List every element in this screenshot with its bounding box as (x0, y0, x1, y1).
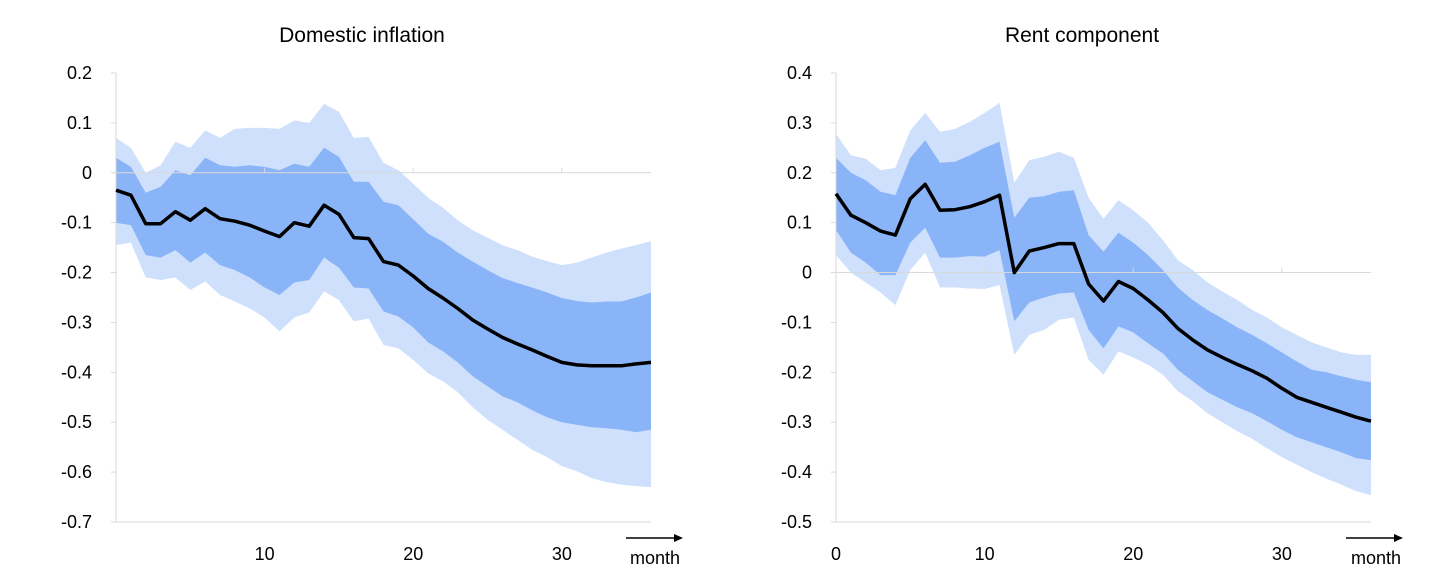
y-tick-label: 0.2 (67, 63, 92, 83)
x-axis-label: month (630, 548, 680, 568)
median-series-line (115, 188, 652, 368)
chart-title: Rent component (1005, 24, 1159, 47)
y-tick-label: -0.6 (61, 462, 92, 482)
bands (116, 103, 651, 488)
chart-panel-domestic-inflation: Domestic inflation month 0.2 0.1 0 -0.1 -0.2… (61, 24, 683, 568)
y-tick-label: -0.2 (781, 362, 812, 382)
x-axis-label: month (1351, 548, 1401, 568)
y-tick-label: -0.5 (61, 412, 92, 432)
x-tick-label: 30 (552, 544, 572, 564)
y-tick-label: -0.1 (781, 312, 812, 332)
y-tick-label: 0 (802, 263, 812, 283)
chart-title: Domestic inflation (279, 24, 445, 47)
y-tick-label: 0.1 (67, 113, 92, 133)
x-tick-label: 10 (255, 544, 275, 564)
y-tick-label: 0.3 (787, 113, 812, 133)
y-tick-label: -0.1 (61, 213, 92, 233)
x-tick-label: 30 (1272, 544, 1292, 564)
y-tick-label: -0.2 (61, 263, 92, 283)
y-tick-label: -0.4 (781, 462, 812, 482)
y-tick-label: 0.2 (787, 163, 812, 183)
y-tick-label: 0.4 (787, 63, 812, 83)
y-tick-label: 0 (82, 163, 92, 183)
y-tick-label: 0.1 (787, 213, 812, 233)
arrow-head-icon (674, 534, 683, 542)
arrow-head-icon (1394, 534, 1403, 542)
inner-uncertainty-band (116, 147, 651, 433)
x-tick-label: 20 (403, 544, 423, 564)
chart-panel-rent-component: Rent component month 0.4 0.3 0.2 0.1 0 -0.1 -0… (781, 24, 1403, 568)
y-tick-label: -0.4 (61, 362, 92, 382)
median-series-line (834, 182, 1372, 423)
y-tick-label: -0.3 (61, 312, 92, 332)
x-tick-label: 20 (1123, 544, 1143, 564)
x-tick-label: 10 (975, 544, 995, 564)
y-tick-label: -0.3 (781, 412, 812, 432)
y-tick-label: -0.5 (781, 512, 812, 532)
x-tick-label: 0 (831, 544, 841, 564)
y-tick-label: -0.7 (61, 512, 92, 532)
